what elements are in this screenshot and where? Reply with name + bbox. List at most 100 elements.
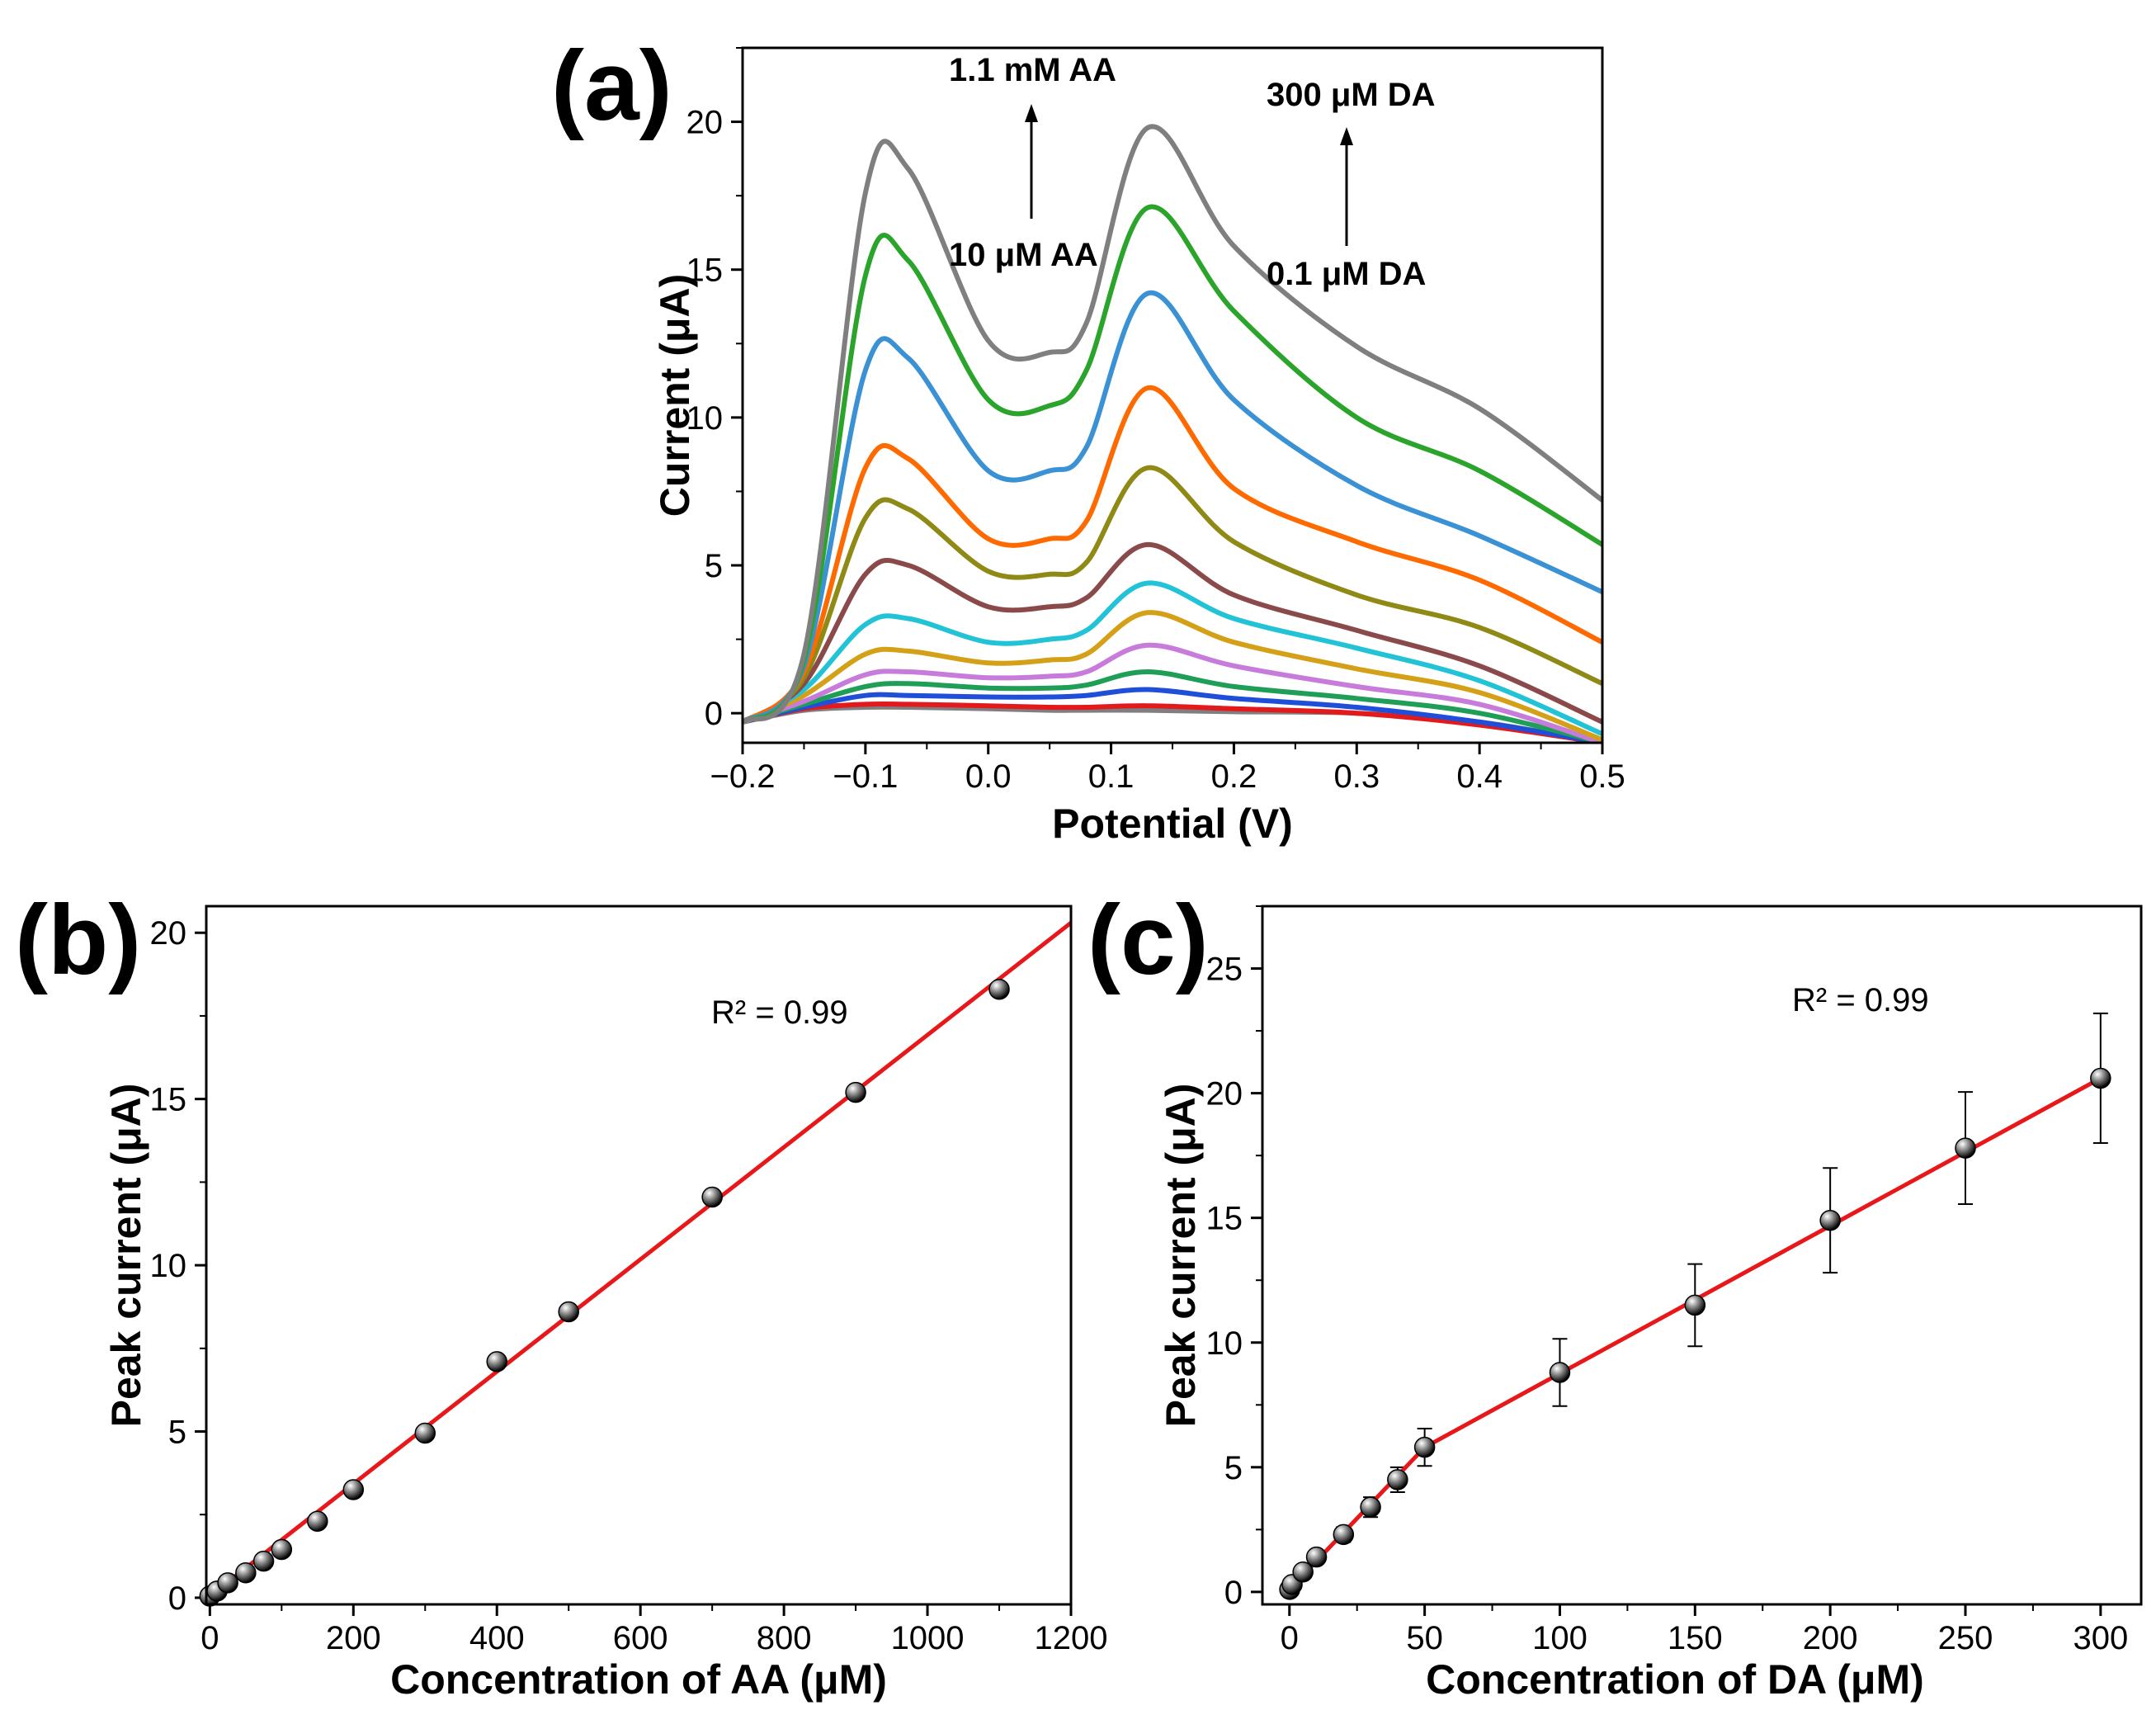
b-data-point bbox=[307, 1510, 328, 1533]
b-x-tick-label: 1000 bbox=[891, 1620, 965, 1656]
a-x-axis-title: Potential (V) bbox=[1052, 801, 1293, 847]
b-data-point bbox=[342, 1479, 365, 1500]
b-x-tick-label: 200 bbox=[326, 1620, 381, 1656]
b-r2-annotation: R² = 0.99 bbox=[711, 994, 848, 1031]
a-x-tick-label: 0.2 bbox=[1211, 758, 1257, 795]
a-series-curve-12 bbox=[743, 204, 1602, 725]
panel-c-chart: 0 50 100 150 200 250 300 0 5 10 15 20 25 R² = 0.99 C… bbox=[1158, 905, 2143, 1703]
a-series-curve-3 bbox=[743, 687, 1602, 743]
a-x-tick-label: 0.3 bbox=[1333, 758, 1380, 795]
a-x-tick-label: 0.0 bbox=[965, 758, 1012, 795]
b-x-tick-label: 400 bbox=[469, 1620, 525, 1656]
a-arrow-aa-head bbox=[1025, 104, 1038, 122]
a-y-tick-label: 5 bbox=[705, 548, 723, 584]
b-data-point bbox=[701, 1186, 723, 1208]
a-y-tick-label: 15 bbox=[686, 253, 724, 289]
c-x-tick-label: 100 bbox=[1532, 1620, 1588, 1656]
b-y-tick-label: 5 bbox=[168, 1415, 186, 1451]
b-data-point bbox=[845, 1081, 866, 1103]
b-data-point bbox=[271, 1538, 293, 1561]
c-data-point bbox=[1387, 1469, 1408, 1490]
b-data-point bbox=[558, 1301, 579, 1323]
c-y-axis-title: Peak current (μA) bbox=[1158, 1084, 1204, 1428]
c-data-point bbox=[1955, 1137, 1976, 1159]
b-y-tick-label: 15 bbox=[150, 1082, 187, 1118]
b-data-point bbox=[486, 1351, 507, 1372]
c-y-tick-label: 5 bbox=[1224, 1450, 1243, 1486]
panel-label-b: (b) bbox=[15, 885, 141, 995]
a-annotation-aa-high: 1.1 mM AA bbox=[949, 52, 1116, 88]
b-fit-layer bbox=[208, 921, 1071, 1598]
c-x-tick-label: 250 bbox=[1938, 1620, 1993, 1656]
b-data-point bbox=[414, 1422, 436, 1444]
c-data-point bbox=[1819, 1209, 1841, 1231]
c-points-layer bbox=[1279, 1067, 2111, 1600]
c-x-tick-label: 0 bbox=[1281, 1620, 1299, 1656]
c-plot-frame bbox=[1261, 905, 2143, 1606]
a-series-curve-6 bbox=[743, 610, 1602, 743]
c-r2-annotation: R² = 0.99 bbox=[1792, 982, 1929, 1018]
b-x-tick-label: 600 bbox=[613, 1620, 668, 1656]
panel-label-c: (c) bbox=[1087, 885, 1209, 995]
c-x-tick-label: 300 bbox=[2073, 1620, 2128, 1656]
panel-label-a: (a) bbox=[551, 31, 672, 141]
c-x-tick-label: 150 bbox=[1668, 1620, 1723, 1656]
b-y-tick-label: 20 bbox=[150, 915, 187, 952]
c-y-tick-label: 20 bbox=[1206, 1076, 1243, 1113]
c-data-point bbox=[1684, 1294, 1706, 1316]
a-plot-frame bbox=[741, 46, 1604, 744]
b-plot-frame bbox=[205, 905, 1073, 1606]
a-x-tick-label: −0.2 bbox=[710, 758, 776, 795]
a-annotation-da-low: 0.1 μM DA bbox=[1267, 256, 1426, 292]
a-y-axis-title: Current (μA) bbox=[652, 274, 698, 517]
a-annotation-aa-low: 10 μM AA bbox=[949, 237, 1098, 273]
b-x-tick-label: 800 bbox=[757, 1620, 812, 1656]
c-x-tick-label: 50 bbox=[1406, 1620, 1443, 1656]
a-y-tick-label: 10 bbox=[686, 400, 724, 437]
b-y-tick-label: 10 bbox=[150, 1248, 187, 1284]
panel-a-chart: −0.2 −0.1 0.0 0.1 0.2 0.3 0.4 0.5 0 5 10 15 20 Poten… bbox=[652, 46, 1625, 847]
b-y-axis-title: Peak current (μA) bbox=[103, 1084, 149, 1428]
c-data-point bbox=[1292, 1561, 1314, 1583]
b-points-layer bbox=[199, 978, 1010, 1607]
a-axes: −0.2 −0.1 0.0 0.1 0.2 0.3 0.4 0.5 0 5 10 15 20 bbox=[686, 47, 1625, 795]
a-series-curve-13 bbox=[743, 124, 1602, 725]
a-curves bbox=[743, 124, 1602, 743]
c-y-tick-label: 0 bbox=[1224, 1575, 1243, 1611]
b-data-point bbox=[988, 978, 1010, 1000]
a-series-curve-9 bbox=[743, 465, 1602, 725]
b-x-tick-label: 0 bbox=[201, 1620, 219, 1656]
c-y-tick-label: 25 bbox=[1206, 952, 1243, 988]
c-y-tick-label: 15 bbox=[1206, 1201, 1243, 1237]
a-x-tick-label: 0.5 bbox=[1579, 758, 1625, 795]
c-data-point bbox=[1333, 1524, 1355, 1546]
a-series-curve-10 bbox=[743, 385, 1602, 725]
c-data-point bbox=[2090, 1067, 2111, 1089]
b-y-tick-label: 0 bbox=[168, 1580, 186, 1617]
a-y-tick-label: 0 bbox=[705, 696, 723, 732]
c-data-point bbox=[1549, 1362, 1571, 1383]
a-annotation-da-high: 300 μM DA bbox=[1267, 77, 1436, 113]
b-x-axis-title: Concentration of AA (μM) bbox=[390, 1656, 887, 1703]
a-series-curve-8 bbox=[743, 541, 1602, 725]
c-data-point bbox=[1305, 1546, 1328, 1568]
c-x-axis-title: Concentration of DA (μM) bbox=[1426, 1656, 1924, 1703]
c-x-tick-label: 200 bbox=[1803, 1620, 1858, 1656]
a-series-curve-11 bbox=[743, 290, 1602, 725]
a-series-curve-4 bbox=[743, 668, 1602, 743]
c-data-point bbox=[1360, 1496, 1381, 1518]
b-fit-line bbox=[208, 921, 1071, 1598]
a-series-curve-7 bbox=[743, 580, 1602, 737]
b-x-tick-label: 1200 bbox=[1035, 1620, 1108, 1656]
a-series-curve-5 bbox=[743, 642, 1602, 743]
b-data-point bbox=[235, 1561, 257, 1584]
b-axes: 0 200 400 600 800 1000 1200 0 5 10 15 20 bbox=[150, 915, 1108, 1656]
a-series-curve-2 bbox=[743, 701, 1602, 743]
a-x-tick-label: −0.1 bbox=[833, 758, 898, 795]
a-x-tick-label: 0.1 bbox=[1088, 758, 1135, 795]
a-arrow-da-head bbox=[1340, 127, 1353, 145]
c-data-point bbox=[1413, 1436, 1436, 1458]
